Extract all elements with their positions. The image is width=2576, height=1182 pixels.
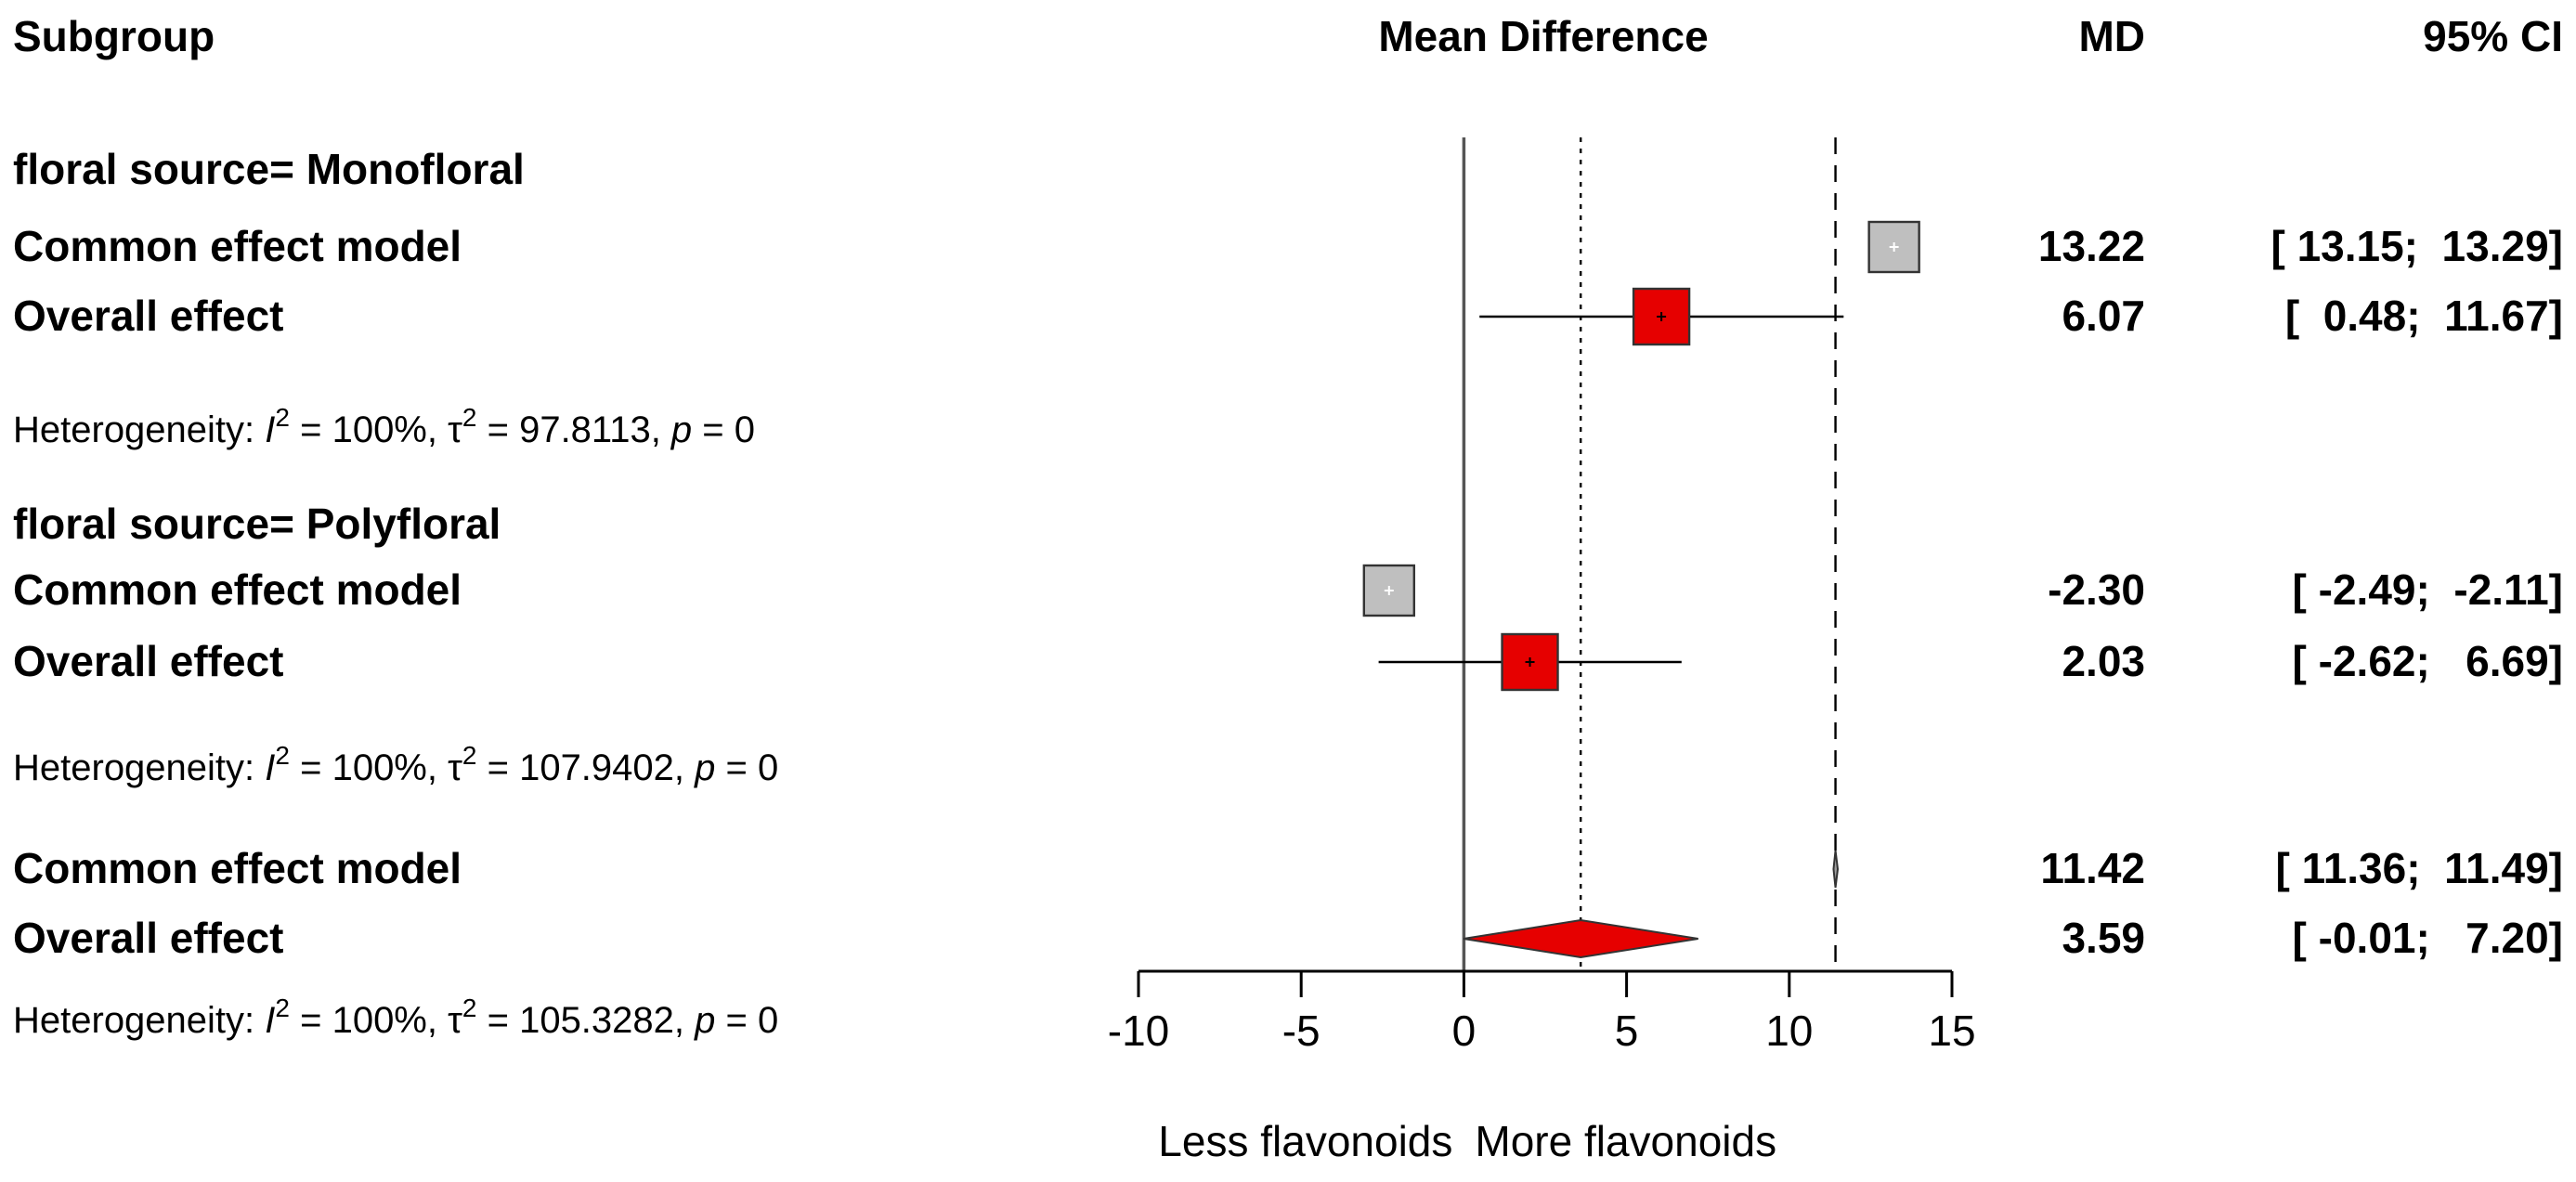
- rows-layer: floral source= Monofloral Common effect m…: [13, 145, 2563, 1041]
- row-label: Overall effect: [13, 637, 283, 685]
- ci-value: [ 0.48; 11.67]: [2285, 292, 2563, 340]
- row-label: Overall effect: [13, 292, 283, 340]
- x-tick-label: -10: [1108, 1007, 1169, 1055]
- ci-value: [ -2.49; -2.11]: [2293, 565, 2563, 614]
- header-subgroup: Subgroup: [13, 12, 215, 60]
- overall-effect-row: Overall effect 2.03 [ -2.62; 6.69]: [13, 632, 2563, 692]
- md-value: 13.22: [2038, 222, 2145, 270]
- row-label: Common effect model: [13, 565, 462, 614]
- md-value: 3.59: [2062, 914, 2145, 962]
- reference-lines: [1462, 137, 1837, 971]
- overall-common-effect-row: Common effect model 11.42 [ 11.36; 11.49]: [13, 844, 2563, 892]
- ci-value: [ 11.36; 11.49]: [2276, 844, 2563, 892]
- x-tick-label: 5: [1615, 1007, 1639, 1055]
- x-tick-label: 10: [1765, 1007, 1813, 1055]
- ci-value: [ -2.62; 6.69]: [2293, 637, 2563, 685]
- overall-effect-row: Overall effect 6.07 [ 0.48; 11.67]: [13, 287, 2563, 346]
- subgroup-label: floral source= Polyfloral: [13, 500, 501, 548]
- ci-value: [ 13.15; 13.29]: [2270, 222, 2563, 270]
- row-label: Overall effect: [13, 914, 283, 962]
- common-effect-row: Common effect model -2.30 [ -2.49; -2.11]: [13, 564, 2563, 617]
- heterogeneity-text-overall: Heterogeneity: I2 = 100%, τ2 = 105.3282,…: [13, 994, 778, 1041]
- md-value: 11.42: [2040, 844, 2145, 892]
- overall-effect-diamond: [1463, 918, 1698, 959]
- overall-random-effect-row: Overall effect 3.59 [ -0.01; 7.20]: [13, 914, 2563, 962]
- x-axis: -10 -5 0 5 10 15 Less flavonoids More flavonoid…: [1108, 969, 1976, 1165]
- md-value: -2.30: [2048, 565, 2145, 614]
- x-label-left: Less flavonoids: [1158, 1117, 1452, 1165]
- header-md: MD: [2078, 12, 2145, 60]
- header-95ci: 95% CI: [2423, 12, 2563, 60]
- header-mean-difference: Mean Difference: [1378, 12, 1708, 60]
- heterogeneity-text: Heterogeneity: I2 = 100%, τ2 = 107.9402,…: [13, 741, 778, 788]
- row-label: Common effect model: [13, 222, 462, 270]
- column-headers: Subgroup Mean Difference MD 95% CI: [13, 12, 2563, 60]
- x-label-right: More flavonoids: [1475, 1117, 1776, 1165]
- x-tick-label: -5: [1282, 1007, 1321, 1055]
- subgroup-label: floral source= Monofloral: [13, 145, 525, 193]
- x-tick-label: 0: [1452, 1007, 1477, 1055]
- row-label: Common effect model: [13, 844, 462, 892]
- md-value: 6.07: [2062, 292, 2145, 340]
- common-effect-row: Common effect model 13.22 [ 13.15; 13.29]: [13, 220, 2563, 274]
- ci-value: [ -0.01; 7.20]: [2293, 914, 2563, 962]
- heterogeneity-text: Heterogeneity: I2 = 100%, τ2 = 97.8113, …: [13, 403, 755, 450]
- common-effect-diamond: [1832, 850, 1840, 889]
- md-value: 2.03: [2062, 637, 2145, 685]
- x-tick-label: 15: [1928, 1007, 1975, 1055]
